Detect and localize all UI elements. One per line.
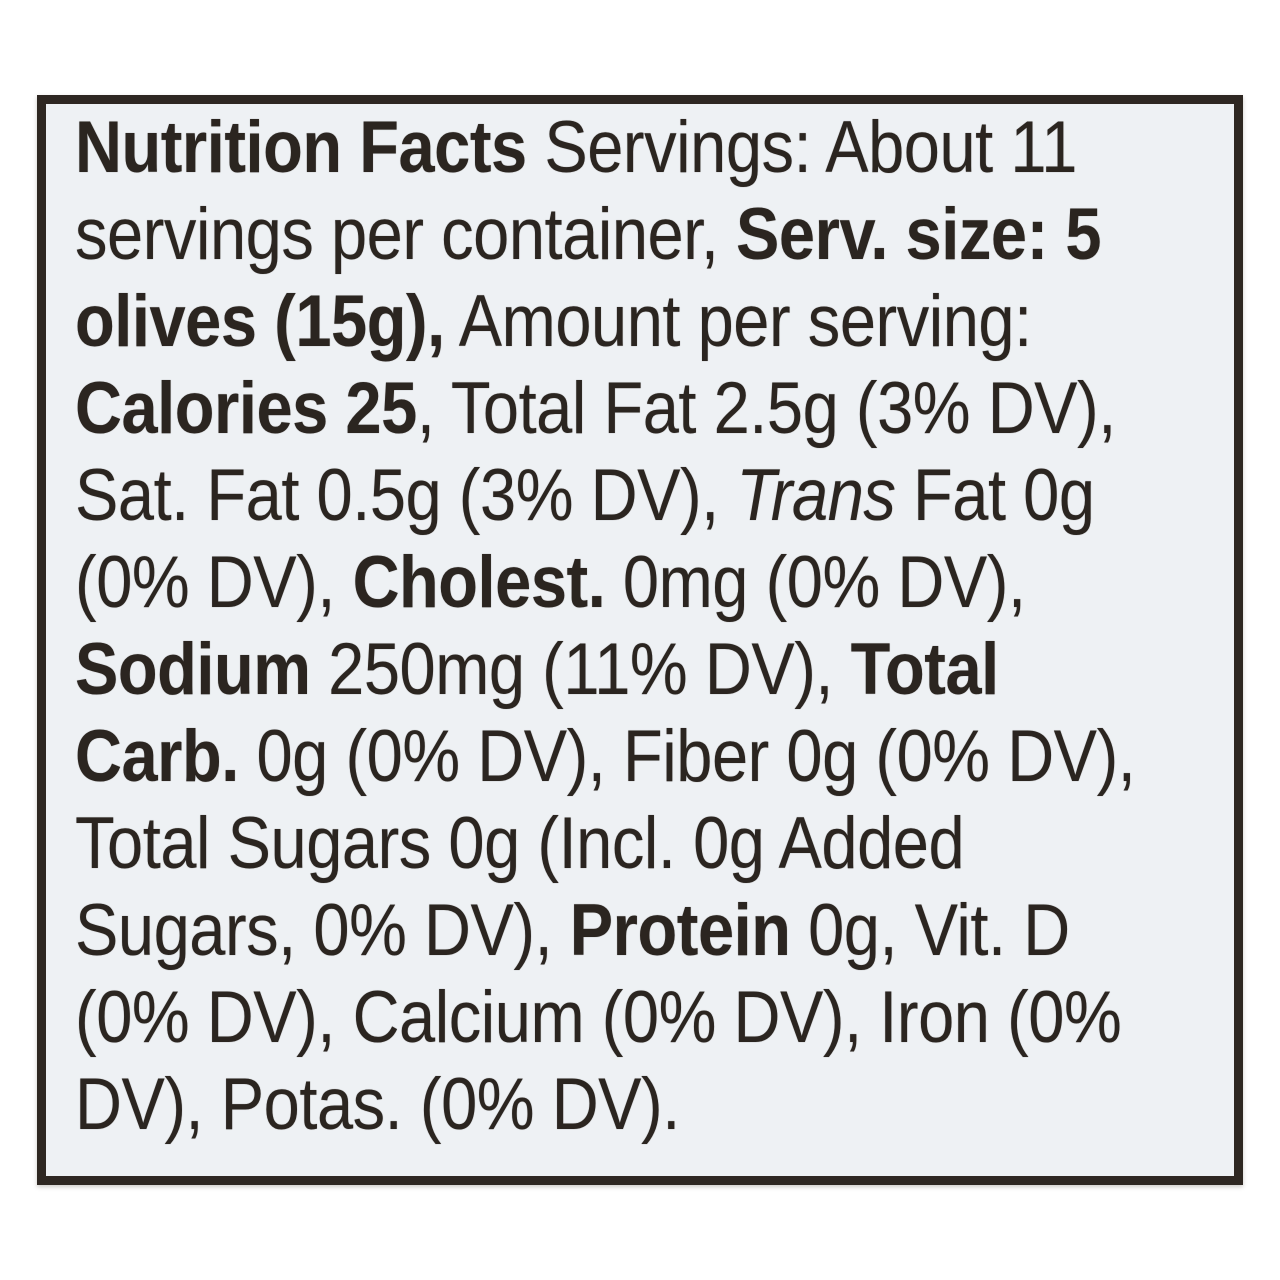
label-line: Carb. 0g (0% DV), Fiber 0g (0% DV), [75, 713, 1228, 800]
text-run: Sodium [75, 629, 311, 710]
text-run: Trans [736, 455, 896, 536]
text-run: Carb. [75, 716, 239, 797]
text-run: (0% DV), Calcium (0% DV), Iron (0% [75, 977, 1122, 1058]
text-run: Cholest. [352, 542, 606, 623]
label-line: servings per container, Serv. size: 5 [75, 191, 1228, 278]
label-line: (0% DV), Cholest. 0mg (0% DV), [75, 539, 1228, 626]
label-line: Sat. Fat 0.5g (3% DV), Trans Fat 0g [75, 452, 1228, 539]
text-run: Sugars, 0% DV), [75, 890, 570, 971]
label-line: DV), Potas. (0% DV). [75, 1061, 1228, 1148]
label-line: Sodium 250mg (11% DV), Total [75, 626, 1228, 713]
text-run: Calories 25 [75, 368, 417, 449]
text-run: 250mg (11% DV), [310, 629, 851, 710]
text-run: Sat. Fat 0.5g (3% DV), [75, 455, 737, 536]
text-run: Serv. size: 5 [736, 194, 1102, 275]
text-run: Total [850, 629, 1000, 710]
label-line: Nutrition Facts Servings: About 11 [75, 104, 1228, 191]
label-text-block: Nutrition Facts Servings: About 11 servin… [75, 104, 1228, 1148]
text-run: DV), Potas. (0% DV). [75, 1064, 680, 1145]
label-line: Total Sugars 0g (Incl. 0g Added [75, 800, 1228, 887]
text-run: , Total Fat 2.5g (3% DV), [416, 368, 1116, 449]
nutrition-label: Nutrition Facts Servings: About 11 servin… [37, 95, 1243, 1185]
text-run: Nutrition Facts [75, 107, 527, 188]
text-run: Amount per serving: [444, 281, 1032, 362]
text-run: 0g (0% DV), Fiber 0g (0% DV), [238, 716, 1136, 797]
text-run: Servings: About 11 [526, 107, 1077, 188]
label-line: olives (15g), Amount per serving: [75, 278, 1228, 365]
text-run: 0mg (0% DV), [605, 542, 1026, 623]
label-line: (0% DV), Calcium (0% DV), Iron (0% [75, 974, 1228, 1061]
text-run: (0% DV), [75, 542, 353, 623]
label-line: Sugars, 0% DV), Protein 0g, Vit. D [75, 887, 1228, 974]
text-run: olives (15g), [75, 281, 445, 362]
text-run: Total Sugars 0g (Incl. 0g Added [75, 803, 965, 884]
text-run: 0g, Vit. D [790, 890, 1070, 971]
text-run: servings per container, [75, 194, 737, 275]
text-run: Protein [569, 890, 791, 971]
label-line: Calories 25, Total Fat 2.5g (3% DV), [75, 365, 1228, 452]
text-run: Fat 0g [895, 455, 1095, 536]
